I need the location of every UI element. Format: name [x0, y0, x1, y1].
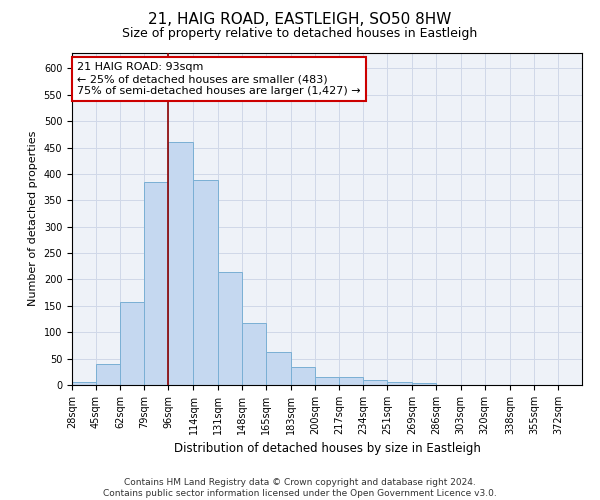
Bar: [387, 382, 412, 385]
Bar: [193, 180, 218, 385]
Bar: [72, 382, 96, 385]
Bar: [315, 377, 339, 385]
Bar: [412, 384, 436, 385]
Bar: [120, 302, 144, 385]
Text: 21, HAIG ROAD, EASTLEIGH, SO50 8HW: 21, HAIG ROAD, EASTLEIGH, SO50 8HW: [148, 12, 452, 28]
Text: 21 HAIG ROAD: 93sqm
← 25% of detached houses are smaller (483)
75% of semi-detac: 21 HAIG ROAD: 93sqm ← 25% of detached ho…: [77, 62, 361, 96]
Bar: [266, 352, 291, 385]
X-axis label: Distribution of detached houses by size in Eastleigh: Distribution of detached houses by size …: [173, 442, 481, 456]
Bar: [363, 380, 387, 385]
Text: Size of property relative to detached houses in Eastleigh: Size of property relative to detached ho…: [122, 28, 478, 40]
Bar: [218, 272, 242, 385]
Bar: [242, 322, 266, 385]
Bar: [339, 377, 363, 385]
Bar: [291, 366, 315, 385]
Text: Contains HM Land Registry data © Crown copyright and database right 2024.
Contai: Contains HM Land Registry data © Crown c…: [103, 478, 497, 498]
Bar: [96, 364, 120, 385]
Bar: [168, 142, 193, 385]
Bar: [144, 182, 168, 385]
Y-axis label: Number of detached properties: Number of detached properties: [28, 131, 38, 306]
